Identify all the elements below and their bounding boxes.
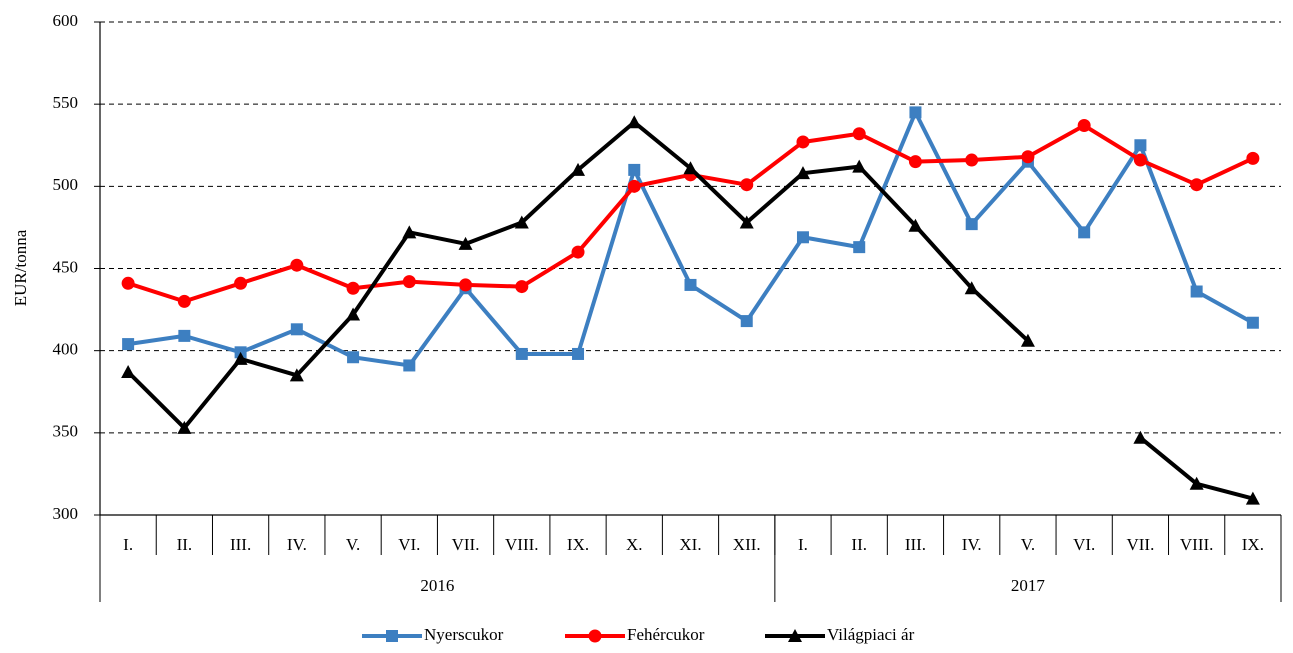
marker [1190,285,1203,298]
marker [788,629,802,642]
marker [909,106,922,119]
marker [965,153,979,167]
x-tick-label: IV. [962,535,982,554]
y-tick-label: 600 [53,11,79,30]
legend-label: Világpiaci ár [827,625,915,644]
marker [290,258,304,272]
marker [852,159,867,173]
marker [346,281,360,295]
x-tick-label: III. [905,535,926,554]
marker [386,630,398,642]
marker [121,365,136,379]
x-tick-label: V. [1021,535,1035,554]
marker [740,178,754,192]
marker [402,225,417,239]
marker [964,281,979,295]
marker [177,294,191,308]
marker [121,276,135,290]
marker [1134,139,1147,152]
marker [627,179,641,193]
x-tick-label: V. [346,535,360,554]
marker [403,359,416,372]
marker [1246,316,1259,329]
y-tick-label: 350 [53,422,79,441]
marker [1021,150,1035,164]
marker [628,163,641,176]
marker [1133,153,1147,167]
y-tick-label: 300 [53,504,79,523]
x-tick-label: II. [177,535,193,554]
marker [853,241,866,254]
x-tick-label: VII. [452,535,480,554]
x-tick-label: I. [123,535,133,554]
x-tick-label: III. [230,535,251,554]
legend-label: Fehércukor [627,625,705,644]
marker [122,338,135,351]
group-label: 2017 [1011,576,1046,595]
marker [1245,491,1260,505]
marker [796,231,809,244]
x-tick-label: VII. [1126,535,1154,554]
x-tick-label: VIII. [1180,535,1214,554]
group-label: 2016 [420,576,454,595]
x-tick-label: X. [626,535,643,554]
marker [1133,430,1148,444]
marker [515,280,529,294]
marker [289,368,304,382]
marker [571,245,585,259]
marker [588,629,602,643]
x-tick-label: VI. [1073,535,1095,554]
marker [795,166,810,180]
marker [684,278,697,291]
y-tick-label: 400 [53,340,79,359]
marker [1190,178,1204,192]
marker [908,155,922,169]
marker [571,162,586,176]
y-tick-label: 500 [53,175,79,194]
marker [402,275,416,289]
marker [458,236,473,250]
marker [233,351,248,365]
marker [627,115,642,129]
x-tick-label: IX. [567,535,589,554]
marker [178,329,191,342]
marker [177,420,192,434]
marker [683,161,698,175]
x-tick-label: XII. [733,535,761,554]
x-tick-label: XI. [679,535,701,554]
marker [290,323,303,336]
marker [234,276,248,290]
marker [347,351,360,364]
marker [965,218,978,231]
marker [572,347,585,360]
x-tick-label: VIII. [505,535,539,554]
x-tick-label: VI. [398,535,420,554]
y-tick-label: 550 [53,93,79,112]
x-tick-label: IV. [287,535,307,554]
marker [740,315,753,328]
marker [514,215,529,229]
marker [459,278,473,292]
x-tick-label: II. [851,535,867,554]
marker [346,307,361,321]
y-axis-label: EUR/tonna [11,229,30,306]
marker [1020,333,1035,347]
marker [1077,119,1091,133]
marker [1078,226,1091,239]
y-tick-label: 450 [53,257,79,276]
marker [515,347,528,360]
x-tick-label: I. [798,535,808,554]
x-tick-label: IX. [1242,535,1264,554]
legend-label: Nyerscukor [424,625,504,644]
marker [1189,476,1204,490]
marker [796,135,810,149]
marker [852,127,866,141]
marker [908,218,923,232]
marker [1246,151,1260,165]
marker [739,215,754,229]
